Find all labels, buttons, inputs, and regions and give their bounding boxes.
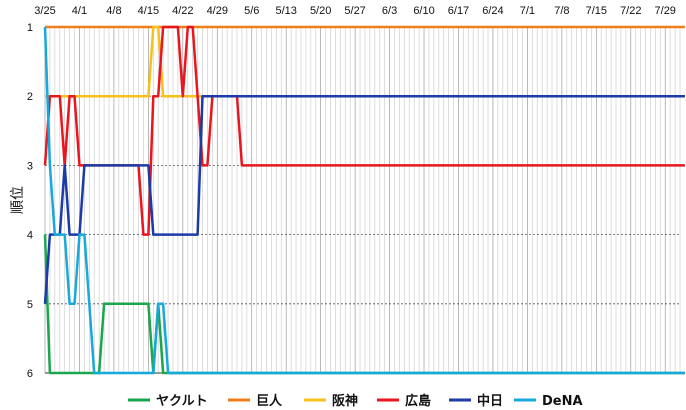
legend-label: 阪神: [332, 393, 358, 409]
x-tick-label: 4/29: [207, 5, 228, 17]
x-tick-label: 7/8: [554, 5, 569, 17]
x-tick-label: 4/8: [106, 5, 121, 17]
legend-label: 中日: [477, 393, 503, 409]
series-lines: [43, 25, 685, 375]
x-tick-label: 5/20: [310, 5, 331, 17]
x-tick-label: 6/10: [413, 5, 434, 17]
y-tick-label: 4: [27, 230, 33, 242]
x-tick-label: 5/6: [244, 5, 259, 17]
x-tick-label: 6/17: [448, 5, 469, 17]
legend-label: 広島: [405, 393, 431, 409]
series-line-4: [43, 94, 685, 304]
x-tick-label: 4/22: [172, 5, 193, 17]
series-line-5: [43, 26, 685, 375]
legend: ヤクルト 巨人 阪神 広島 中日 DeNA: [128, 393, 583, 409]
x-tick-label: 5/13: [275, 5, 296, 17]
legend-label: 巨人: [256, 393, 283, 409]
vertical-gridlines: [44, 27, 681, 373]
legend-label: DeNA: [542, 394, 583, 409]
x-tick-label: 4/1: [72, 5, 87, 17]
y-tick-label: 2: [27, 91, 33, 103]
y-tick-label: 6: [27, 368, 33, 380]
y-tick-label: 5: [27, 299, 33, 311]
x-tick-label: 3/25: [34, 5, 55, 17]
x-axis-ticks: 3/25 4/1 4/8 4/15 4/22 4/29 5/6 5/13 5/20 5/27 6/3…: [34, 5, 676, 17]
x-tick-label: 7/15: [586, 5, 607, 17]
y-axis-label: 順位: [10, 186, 26, 214]
y-tick-label: 1: [27, 22, 33, 34]
x-tick-label: 7/29: [655, 5, 676, 17]
x-tick-label: 4/15: [138, 5, 159, 17]
x-tick-label: 7/22: [620, 5, 641, 17]
x-tick-label: 6/24: [482, 5, 503, 17]
x-tick-label: 7/1: [520, 5, 535, 17]
legend-label: ヤクルト: [156, 394, 208, 409]
y-axis-ticks: 1 2 3 4 5 6: [27, 22, 33, 380]
series-line-3: [43, 25, 685, 236]
x-tick-label: 5/27: [344, 5, 365, 17]
x-tick-label: 6/3: [382, 5, 397, 17]
y-tick-label: 3: [27, 160, 33, 172]
